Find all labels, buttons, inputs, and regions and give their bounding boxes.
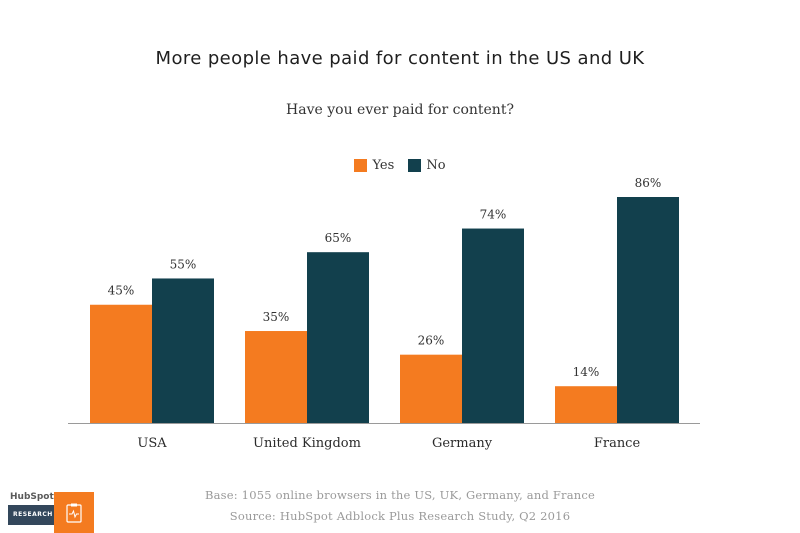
data-label-no: 74% — [480, 208, 507, 222]
logo-bar — [8, 505, 54, 525]
bar-no — [307, 252, 369, 423]
logo-subtext: RESEARCH — [13, 511, 53, 518]
data-label-yes: 14% — [573, 365, 600, 379]
bar-no — [462, 228, 524, 423]
data-label-no: 86% — [635, 176, 662, 190]
bar-yes — [400, 354, 462, 423]
bar-no — [617, 197, 679, 423]
legend-label-yes: Yes — [372, 158, 395, 173]
data-label-yes: 45% — [108, 284, 135, 298]
legend-swatch-yes — [354, 159, 368, 172]
data-label-yes: 35% — [263, 310, 290, 324]
bar-yes — [245, 331, 307, 423]
legend-swatch-no — [408, 159, 422, 172]
data-label-no: 65% — [325, 231, 352, 245]
x-tick-label: USA — [137, 436, 167, 451]
chart-title: More people have paid for content in the… — [155, 48, 645, 69]
clipboard-pulse-icon — [54, 492, 94, 533]
source-note: Source: HubSpot Adblock Plus Research St… — [229, 509, 571, 523]
legend-item-yes: Yes — [354, 158, 394, 173]
legend-label-no: No — [426, 158, 446, 173]
x-tick-label: Germany — [432, 436, 493, 451]
chart-legend: Yes No — [0, 158, 800, 173]
base-note: Base: 1055 online browsers in the US, UK… — [204, 488, 596, 502]
bar-no — [152, 278, 214, 423]
bar-yes — [90, 304, 152, 423]
x-tick-label: United Kingdom — [253, 436, 361, 451]
data-label-yes: 26% — [418, 334, 445, 348]
x-tick-label: France — [594, 436, 641, 451]
hubspot-logo: HubSpot RESEARCH — [8, 492, 54, 525]
bar-yes — [555, 386, 617, 423]
legend-item-no: No — [408, 158, 446, 173]
data-label-no: 55% — [170, 257, 197, 271]
logo-text: HubSpot — [10, 492, 54, 502]
chart-subtitle: Have you ever paid for content? — [286, 102, 514, 118]
